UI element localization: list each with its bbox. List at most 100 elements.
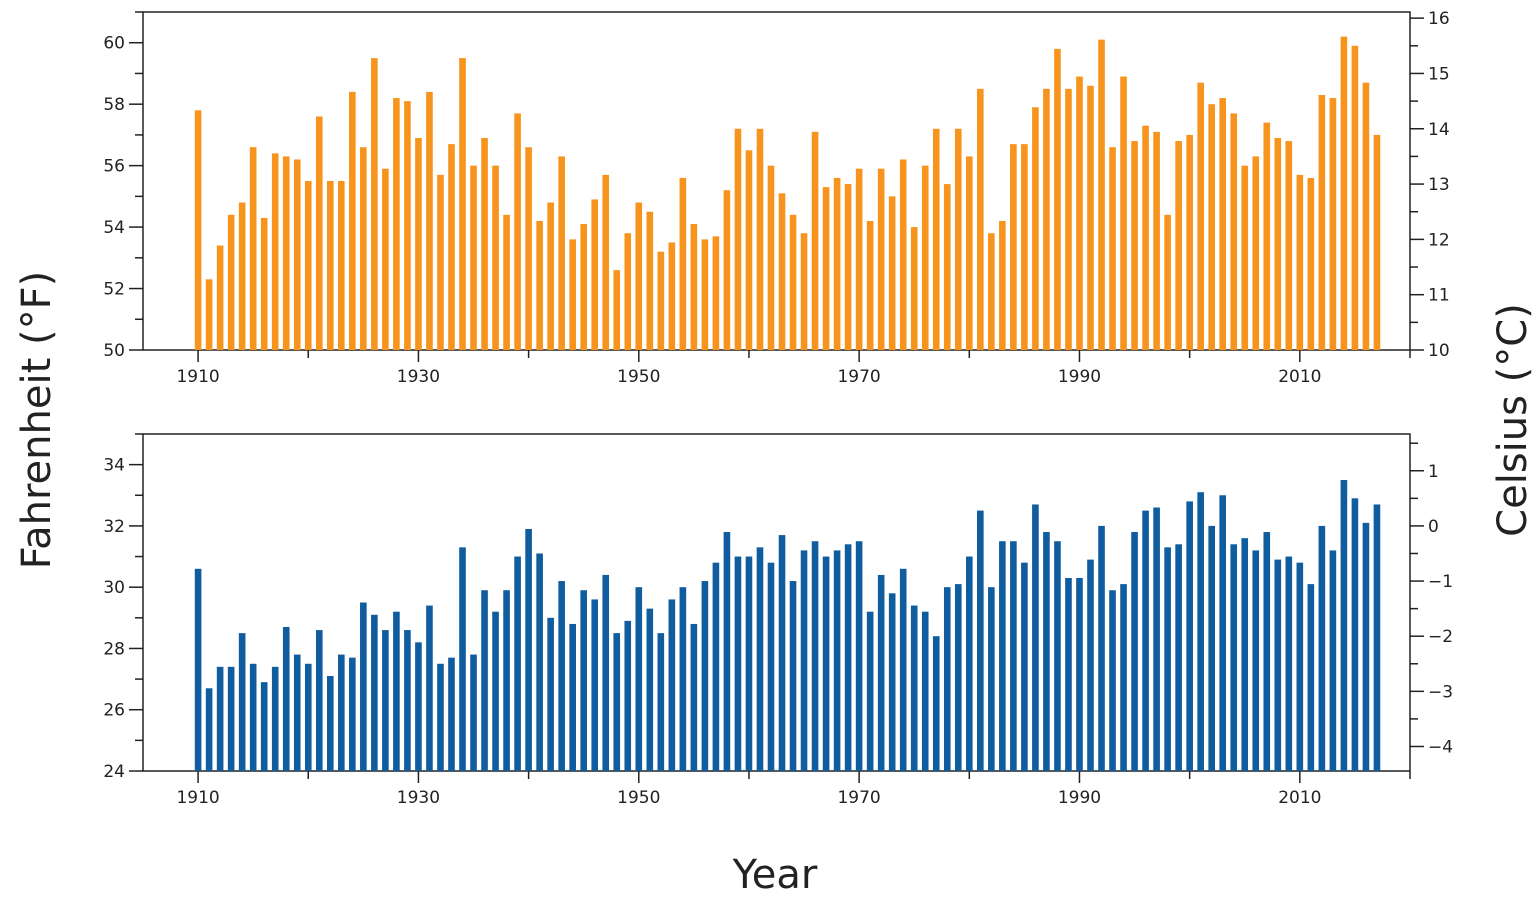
top-x-tick-label: 2010 [1278,367,1321,387]
top-bar [943,184,951,350]
top-bar [580,224,588,350]
bottom-bar [778,535,786,771]
bottom-bar [646,608,654,771]
bottom-bar [426,605,433,771]
bottom-bar [282,627,290,771]
top-bar [514,113,521,351]
top-y-right-tick-label: 11 [1428,286,1450,306]
bottom-x-tick-label: 1910 [176,788,219,808]
bottom-bar [1109,590,1116,771]
top-bar [745,150,753,350]
top-y-right-tick-label: 12 [1428,230,1450,250]
top-bar [822,187,830,350]
bottom-bar [701,581,709,771]
bottom-bar [822,556,830,771]
top-bar [624,233,632,350]
bottom-bar [833,550,841,771]
top-bar [602,174,610,350]
top-bar [1351,45,1359,351]
bottom-bar [1054,541,1061,771]
top-bar [371,58,378,350]
top-bar [1131,141,1138,350]
top-y-tick-label: 60 [103,34,125,54]
bottom-bar [1021,562,1028,771]
top-plot-frame [142,11,1411,351]
top-x-tick-label: 1950 [617,367,660,387]
top-bar [1065,88,1072,351]
bottom-bar [1296,562,1304,771]
bottom-y-right-tick-label: 0 [1428,517,1439,537]
top-bar [293,159,301,350]
top-bar [1120,76,1127,350]
bottom-bar [877,574,885,771]
top-bar [271,153,279,350]
top-bar [1274,137,1282,350]
bottom-bar [988,587,995,771]
top-bar [470,165,477,350]
bottom-bar [1373,504,1381,771]
bottom-bar [1032,504,1039,771]
bottom-y-right-tick-label: −1 [1428,572,1453,592]
top-bar [282,156,290,350]
bottom-bar [866,611,874,771]
top-bar [1197,82,1204,350]
top-bar [1098,39,1105,351]
bottom-bar [789,581,797,771]
bottom-y-right-tick-label: −2 [1428,627,1453,647]
bottom-y-tick-label: 24 [103,762,125,782]
bottom-bar [1263,532,1271,771]
top-bar [778,193,786,350]
bottom-bar [624,620,632,771]
bottom-bar [558,581,565,771]
top-bar [349,91,356,351]
bottom-bar [448,657,455,771]
top-bar [1021,144,1028,350]
top-bar [1252,156,1260,350]
bottom-bar [734,556,742,771]
bottom-bar [999,541,1006,771]
bottom-y-tick-label: 30 [103,578,125,598]
top-bar [227,214,235,350]
top-bar [833,177,841,350]
bottom-bar [1131,532,1138,771]
bottom-bar [690,623,698,771]
top-bar [326,181,334,350]
bottom-bar [382,630,389,771]
bottom-bar [205,688,213,771]
top-y-right-tick-label: 10 [1428,341,1450,361]
top-bar [800,233,808,350]
bottom-bar [1340,479,1348,771]
top-bar [260,217,268,350]
bottom-bar [260,682,268,771]
top-bar [304,181,312,350]
bottom-bar [404,630,411,771]
top-bar [910,227,918,350]
top-y-right-tick-label: 16 [1428,9,1450,29]
top-bar [205,279,213,350]
top-y-right-tick-label: 15 [1428,64,1450,84]
top-y-tick-label: 56 [103,157,125,177]
bottom-bar [965,556,973,771]
top-bar [921,165,929,350]
bottom-bar [249,663,257,771]
top-bar [404,101,411,350]
top-bar [613,270,621,350]
bottom-bar [470,654,477,771]
top-bar [338,181,345,350]
bottom-bar [954,584,962,771]
bottom-bar [591,599,599,771]
top-bar [1164,214,1171,350]
bottom-bar [767,562,775,771]
top-bar [690,224,698,350]
bottom-bar [238,633,246,771]
top-bar [1054,48,1061,350]
top-bar [558,156,565,350]
bottom-bar [679,587,687,771]
top-bar [734,128,742,350]
top-bar [1109,147,1116,350]
bottom-bar [932,636,940,771]
bottom-x-tick-label: 1990 [1058,788,1101,808]
top-bar [1340,36,1348,350]
top-bar [999,220,1006,350]
